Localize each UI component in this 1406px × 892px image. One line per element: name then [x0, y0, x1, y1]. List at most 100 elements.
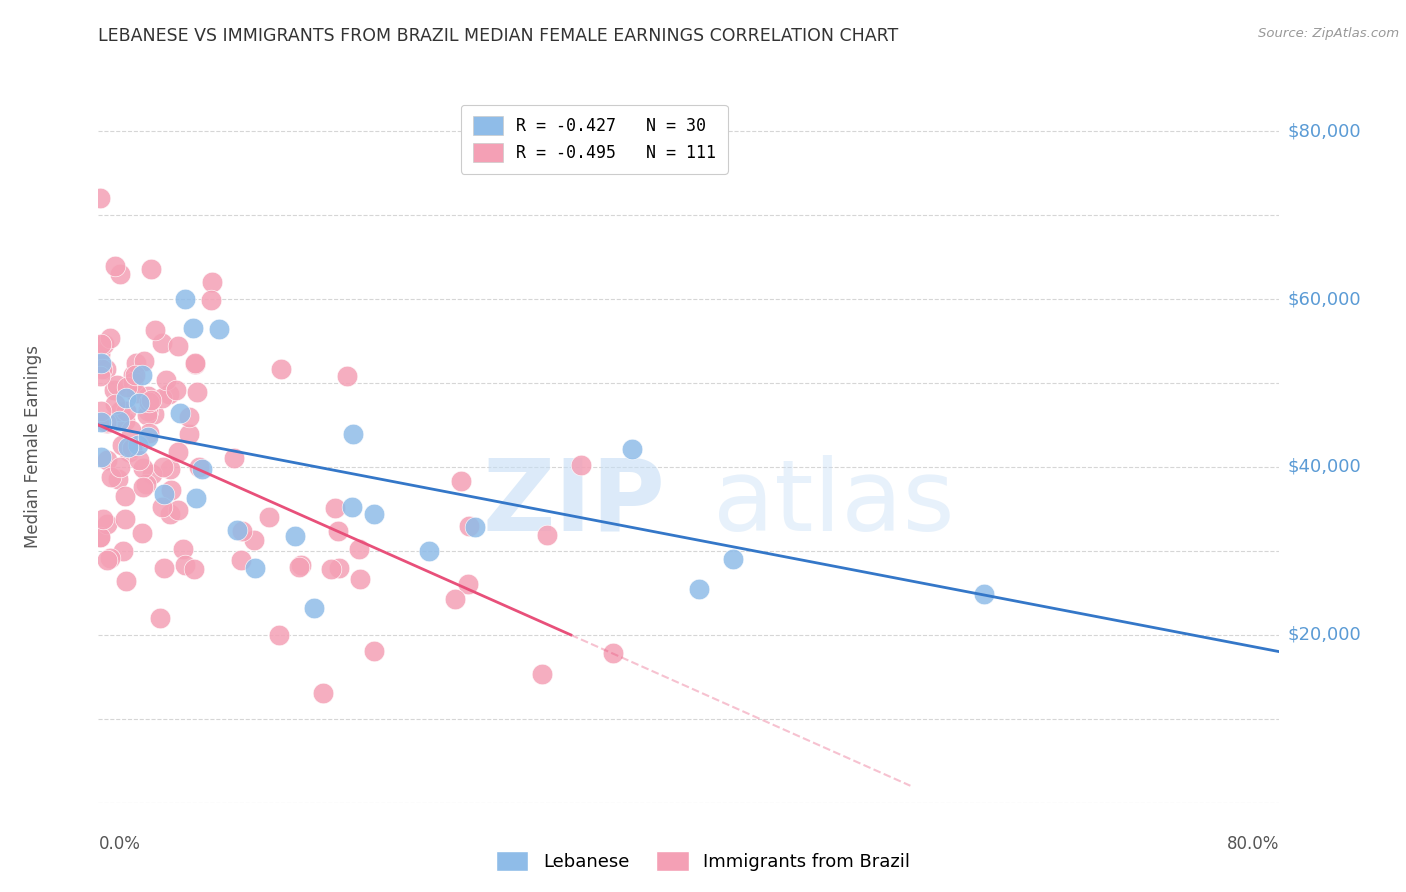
Point: [89, 347, 111, 361]
Point: [363, 507, 385, 521]
Point: [96, 552, 118, 566]
Point: [184, 356, 207, 370]
Point: [143, 407, 166, 421]
Point: [141, 467, 163, 482]
Point: [201, 275, 224, 289]
Point: [187, 460, 209, 475]
Point: [181, 321, 204, 335]
Point: [457, 577, 479, 591]
Point: [312, 685, 335, 699]
Text: atlas: atlas: [713, 455, 955, 551]
Point: [131, 368, 153, 383]
Point: [336, 368, 359, 383]
Point: [104, 259, 127, 273]
Point: [105, 378, 128, 392]
Point: [120, 423, 142, 437]
Point: [208, 321, 231, 335]
Point: [321, 562, 343, 576]
Point: [115, 404, 138, 418]
Point: [90, 415, 112, 429]
Point: [184, 491, 207, 505]
Point: [150, 500, 173, 514]
Point: [620, 442, 643, 456]
Point: [721, 552, 744, 566]
Text: LEBANESE VS IMMIGRANTS FROM BRAZIL MEDIAN FEMALE EARNINGS CORRELATION CHART: LEBANESE VS IMMIGRANTS FROM BRAZIL MEDIA…: [98, 27, 898, 45]
Text: $40,000: $40,000: [1288, 458, 1361, 476]
Point: [152, 459, 174, 474]
Point: [122, 376, 145, 390]
Point: [96, 517, 118, 532]
Point: [110, 460, 132, 475]
Point: [177, 427, 200, 442]
Point: [458, 519, 481, 533]
Point: [150, 335, 173, 350]
Point: [98, 331, 121, 345]
Point: [443, 592, 465, 607]
Point: [174, 292, 197, 306]
Point: [531, 667, 554, 681]
Point: [602, 646, 624, 660]
Point: [94, 415, 117, 429]
Legend: R = -0.427   N = 30, R = -0.495   N = 111: R = -0.427 N = 30, R = -0.495 N = 111: [461, 104, 728, 174]
Point: [450, 474, 472, 488]
Point: [96, 416, 118, 430]
Point: [141, 262, 163, 277]
Point: [93, 337, 115, 351]
Point: [100, 470, 122, 484]
Point: [121, 441, 143, 455]
Point: [342, 427, 364, 442]
Point: [131, 526, 153, 541]
Point: [136, 389, 159, 403]
Point: [90, 337, 112, 351]
Point: [226, 523, 249, 537]
Point: [90, 450, 112, 464]
Point: [973, 587, 995, 601]
Point: [96, 452, 118, 467]
Point: [108, 403, 131, 417]
Point: [114, 414, 136, 428]
Point: [688, 582, 710, 596]
Point: [153, 561, 176, 575]
Point: [464, 520, 486, 534]
Point: [231, 524, 253, 539]
Point: [132, 461, 155, 475]
Text: $60,000: $60,000: [1288, 290, 1361, 308]
Point: [149, 610, 172, 624]
Point: [127, 438, 149, 452]
Point: [186, 384, 208, 399]
Point: [349, 572, 371, 586]
Point: [89, 368, 111, 383]
Point: [169, 407, 191, 421]
Point: [89, 191, 111, 205]
Point: [124, 368, 146, 382]
Point: [98, 551, 121, 566]
Point: [302, 601, 325, 615]
Point: [89, 530, 111, 544]
Point: [200, 293, 222, 307]
Point: [103, 383, 125, 397]
Point: [135, 476, 157, 491]
Point: [183, 562, 205, 576]
Point: [104, 397, 127, 411]
Point: [288, 560, 311, 574]
Text: 80.0%: 80.0%: [1227, 835, 1279, 853]
Point: [136, 404, 159, 418]
Point: [124, 356, 146, 370]
Point: [323, 500, 346, 515]
Point: [243, 561, 266, 575]
Point: [115, 391, 138, 405]
Point: [229, 552, 252, 566]
Point: [114, 489, 136, 503]
Point: [141, 393, 163, 408]
Point: [342, 500, 364, 514]
Point: [143, 323, 166, 337]
Point: [111, 544, 134, 558]
Point: [166, 502, 188, 516]
Point: [131, 480, 153, 494]
Point: [118, 444, 141, 458]
Point: [122, 368, 145, 383]
Point: [270, 362, 292, 376]
Point: [184, 357, 207, 371]
Point: [150, 391, 173, 405]
Point: [91, 512, 114, 526]
